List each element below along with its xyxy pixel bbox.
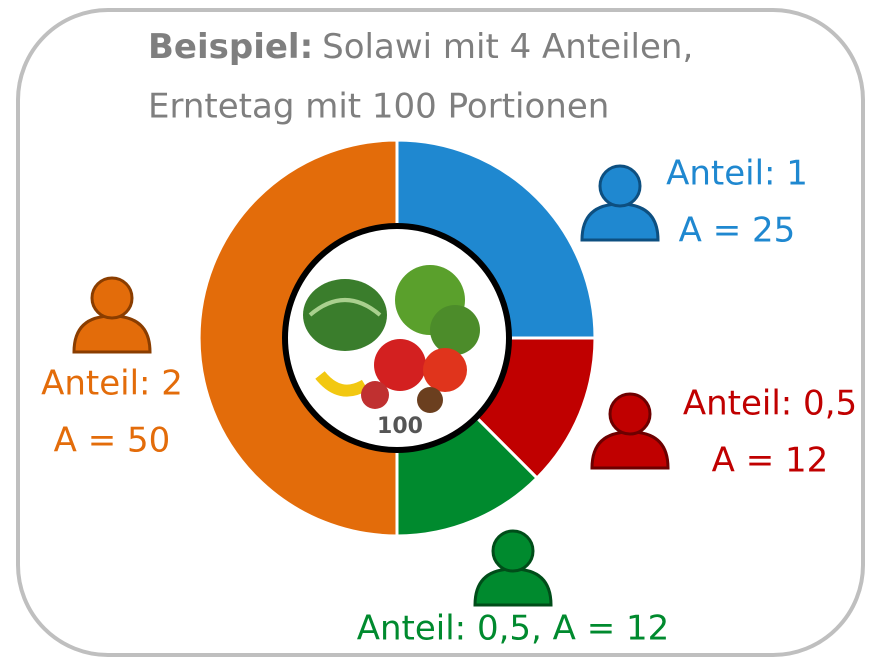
annotation: A = 25: [679, 211, 796, 251]
annotation: A = 12: [712, 441, 829, 481]
center-value: 100: [377, 414, 423, 439]
person-icon: [475, 569, 551, 605]
person-icon-head: [493, 531, 533, 571]
annotation: Anteil: 0,5, A = 12: [357, 609, 670, 649]
annotation: A = 50: [54, 421, 171, 461]
annotation: Anteil: 2: [41, 364, 183, 404]
title: Beispiel:Solawi mit 4 Anteilen,: [148, 27, 693, 67]
person-icon: [582, 204, 658, 240]
person-icon: [592, 432, 668, 468]
person-icon: [74, 316, 150, 352]
title-text: Solawi mit 4 Anteilen,: [322, 27, 693, 67]
infographic: Beispiel:Solawi mit 4 Anteilen, Erntetag…: [0, 0, 873, 663]
subtitle: Erntetag mit 100 Portionen: [148, 87, 609, 127]
annotation: Anteil: 0,5: [683, 384, 857, 424]
person-icon-head: [610, 394, 650, 434]
title-bold: Beispiel:: [148, 27, 313, 67]
annotation: Anteil: 1: [666, 154, 808, 194]
person-icon-head: [92, 278, 132, 318]
person-icon-head: [600, 166, 640, 206]
